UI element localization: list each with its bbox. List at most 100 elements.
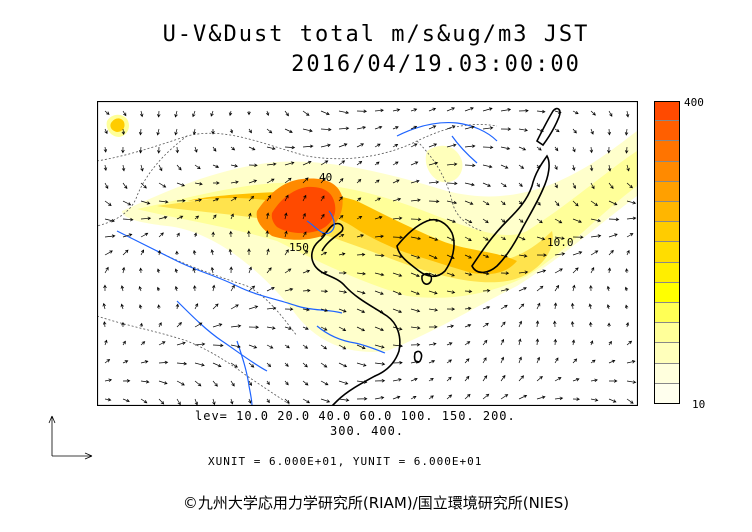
wind-arrow	[392, 161, 399, 166]
colorbar-swatch	[654, 181, 680, 202]
wind-arrow	[356, 380, 368, 384]
wind-arrow	[230, 344, 241, 349]
wind-arrow	[266, 380, 270, 386]
chart-title-line1: U-V&Dust total m/s&ug/m3 JST	[162, 22, 590, 47]
wind-arrow	[626, 249, 630, 256]
wind-arrow	[428, 360, 436, 364]
wind-arrow	[626, 216, 637, 221]
wind-arrow	[284, 145, 296, 150]
wind-arrow	[266, 178, 275, 184]
wind-arrow	[518, 108, 529, 113]
wind-arrow	[518, 375, 525, 382]
wind-arrow	[608, 379, 618, 383]
wind-arrow	[212, 181, 220, 185]
wind-arrow	[464, 144, 476, 148]
wind-arrow	[229, 128, 234, 134]
colorbar-min-label: 10	[692, 398, 706, 411]
wind-arrow	[102, 302, 106, 310]
wind-arrow	[446, 290, 456, 294]
wind-arrow	[428, 236, 439, 241]
wind-arrow	[193, 285, 197, 292]
wind-arrow	[374, 161, 380, 166]
colorbar-swatch	[654, 242, 680, 263]
wind-arrow	[392, 108, 401, 112]
wind-arrow	[410, 290, 420, 295]
wind-arrow	[464, 125, 475, 130]
wind-arrow	[338, 143, 348, 148]
wind-arrow	[266, 398, 270, 404]
wind-arrow	[446, 342, 453, 346]
wind-arrow	[554, 200, 560, 207]
wind-arrow	[410, 108, 418, 112]
contour-label: 150	[289, 241, 309, 254]
wind-arrow	[302, 250, 309, 256]
wind-arrow	[482, 288, 491, 293]
wind-arrow	[356, 397, 368, 401]
wind-arrow	[554, 146, 559, 152]
wind-arrow	[102, 321, 107, 328]
wind-arrow	[212, 398, 216, 406]
wind-arrow	[482, 271, 490, 276]
wind-arrow	[608, 110, 613, 117]
wind-arrow	[392, 378, 402, 382]
wind-arrow	[554, 128, 560, 133]
wind-arrow	[482, 339, 488, 346]
wind-arrow	[140, 398, 148, 404]
wind-arrow	[266, 128, 273, 134]
wind-arrow	[535, 338, 540, 346]
wind-arrow	[500, 236, 507, 240]
wind-arrow	[482, 375, 488, 382]
wind-arrow	[140, 110, 144, 118]
wind-arrow	[120, 303, 124, 310]
wind-arrow	[589, 284, 593, 292]
wind-arrow	[192, 249, 197, 256]
wind-arrow	[284, 362, 289, 367]
wind-arrow	[570, 320, 575, 328]
wind-arrow	[625, 322, 630, 328]
wind-arrow	[158, 200, 169, 204]
wind-arrow	[608, 200, 618, 206]
copyright-credit: ©九州大学応用力学研究所(RIAM)/国立環境研究所(NIES)	[182, 494, 570, 512]
wind-arrow	[518, 128, 528, 132]
wind-arrow	[302, 231, 307, 238]
wind-arrow	[410, 125, 418, 130]
colorbar-frame	[654, 101, 680, 404]
wind-arrow	[266, 306, 277, 310]
wind-arrow	[248, 344, 258, 349]
wind-arrow	[536, 269, 547, 274]
wind-arrow	[626, 164, 630, 172]
wind-arrow	[590, 234, 602, 238]
wind-arrow	[230, 324, 242, 328]
wind-arrow	[482, 107, 493, 112]
wind-arrow	[554, 164, 558, 170]
wind-arrow	[320, 270, 328, 275]
wind-arrow	[248, 163, 258, 167]
wind-arrow	[536, 285, 544, 292]
wind-arrow	[356, 271, 366, 276]
wind-arrow	[320, 398, 331, 403]
wind-arrow	[464, 306, 472, 311]
wind-arrow	[157, 146, 161, 154]
wind-arrow	[590, 359, 596, 364]
wind-arrow	[248, 362, 255, 368]
wind-arrow	[624, 128, 629, 136]
wind-arrow	[302, 194, 307, 202]
wind-arrow	[122, 360, 129, 364]
wind-arrow	[482, 254, 490, 258]
wind-arrow	[104, 397, 112, 402]
wind-arrow	[356, 362, 367, 367]
wind-arrow	[158, 380, 168, 385]
wind-arrow	[103, 284, 107, 292]
wind-arrow	[626, 182, 633, 189]
wind-arrow	[518, 303, 525, 310]
wind-arrow	[121, 164, 126, 172]
contour-label: 10.0	[547, 236, 574, 249]
wind-arrow	[158, 398, 165, 405]
wind-arrow	[518, 338, 522, 346]
wind-arrow	[392, 216, 403, 220]
wind-arrow	[446, 218, 456, 223]
wind-arrow	[174, 285, 179, 292]
wind-arrow	[212, 214, 217, 220]
wind-arrow	[302, 288, 311, 293]
wind-arrow	[464, 272, 473, 276]
